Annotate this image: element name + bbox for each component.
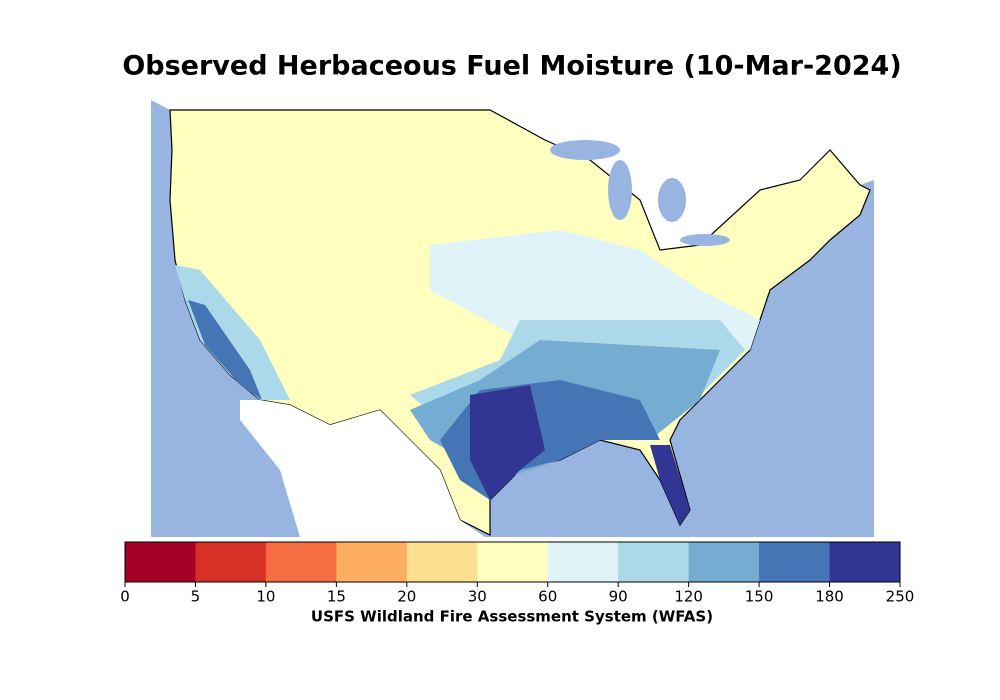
lake — [658, 178, 686, 222]
colorbar-bin — [477, 542, 549, 582]
colorbar-tick-label: 15 — [327, 588, 346, 606]
lake — [608, 160, 632, 220]
lake — [680, 234, 730, 246]
colorbar-bin — [336, 542, 408, 582]
colorbar-tick-label: 20 — [397, 588, 416, 606]
colorbar-tick-label: 250 — [886, 588, 915, 606]
map-title: Observed Herbaceous Fuel Moisture (10-Ma… — [122, 51, 901, 82]
colorbar-tick-label: 120 — [674, 588, 703, 606]
colorbar-bin — [618, 542, 690, 582]
colorbar-frame — [124, 541, 901, 583]
colorbar-bin — [547, 542, 619, 582]
colorbar-bin — [265, 542, 337, 582]
colorbar-bin — [125, 542, 196, 582]
mexico — [240, 400, 485, 537]
colorbar-tick-label: 90 — [609, 588, 628, 606]
colorbar-tick-label: 180 — [815, 588, 844, 606]
colorbar-tick-label: 5 — [191, 588, 201, 606]
colorbar-bin — [759, 542, 831, 582]
colorbar-tick-label: 10 — [256, 588, 275, 606]
colorbar-tick-label: 150 — [745, 588, 774, 606]
colorbar-bin — [195, 542, 267, 582]
colorbar: 0 5 10 15 20 30 60 90 120 150 180 250 — [120, 541, 915, 606]
colorbar-tick-label: 60 — [538, 588, 557, 606]
map — [151, 85, 874, 537]
moisture-zone — [175, 265, 290, 400]
colorbar-label: USFS Wildland Fire Assessment System (WF… — [311, 608, 713, 626]
canada — [151, 85, 874, 250]
lake — [550, 140, 620, 160]
colorbar-bin — [406, 542, 478, 582]
colorbar-tick-label: 0 — [120, 588, 130, 606]
colorbar-bin — [829, 542, 901, 582]
colorbar-tick-label: 30 — [468, 588, 487, 606]
moisture-zone — [470, 385, 545, 500]
colorbar-bin — [688, 542, 760, 582]
moisture-zone — [650, 445, 690, 525]
moisture-zone — [188, 300, 262, 400]
